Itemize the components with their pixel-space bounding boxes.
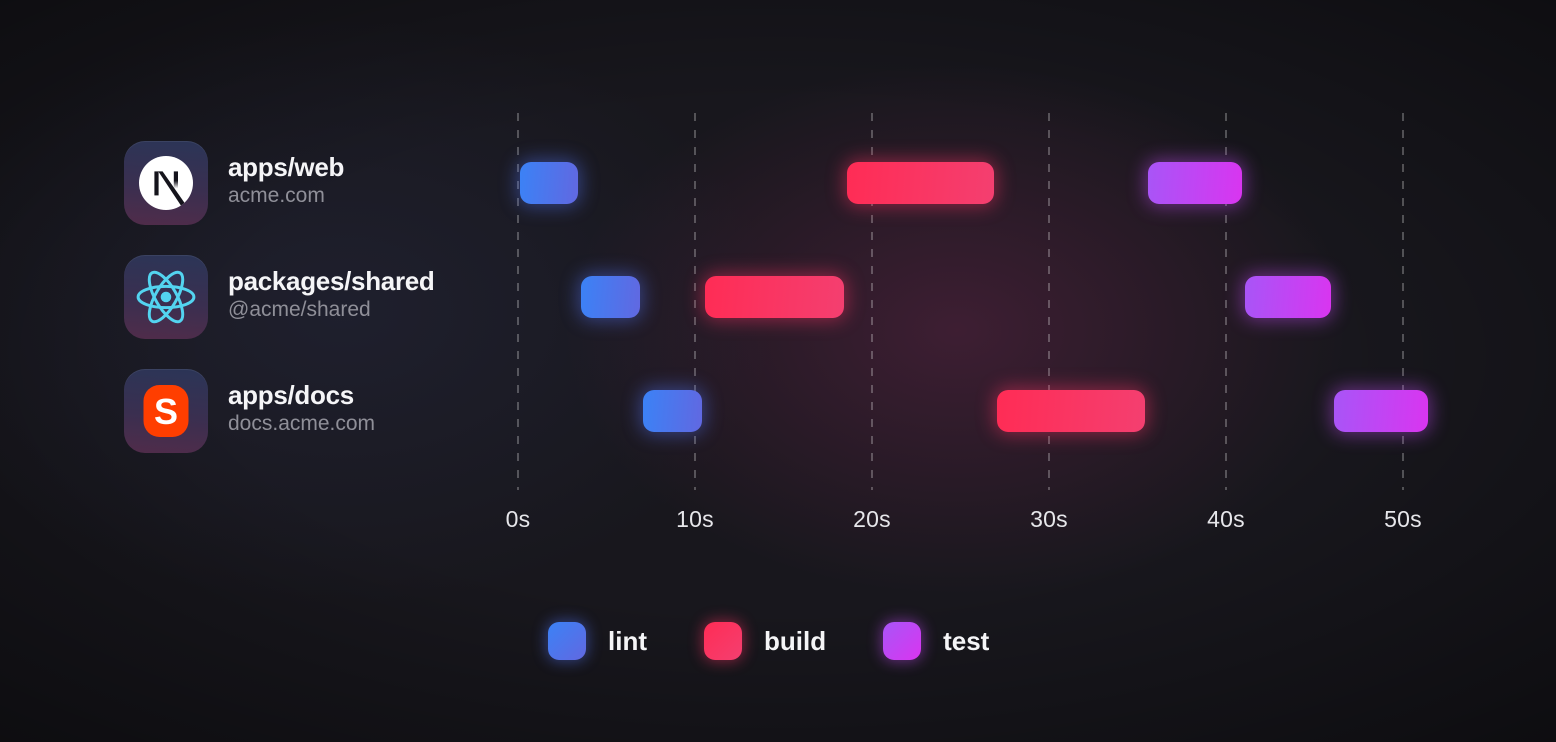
project-name: apps/docs xyxy=(228,380,354,410)
legend-item-test: test xyxy=(883,622,989,660)
project-icon-tile xyxy=(124,255,208,339)
project-icon-tile: S xyxy=(124,369,208,453)
axis-tick-label: 10s xyxy=(676,506,714,532)
legend-label: build xyxy=(764,625,827,656)
react-logo xyxy=(136,270,196,324)
gridline-20s xyxy=(871,113,873,490)
task-bar-test-apps-docs xyxy=(1333,390,1429,432)
legend-item-lint: lint xyxy=(548,622,647,660)
gridline-50s xyxy=(1402,113,1404,490)
axis-tick-label: 0s xyxy=(505,506,531,532)
gridline-30s xyxy=(1048,113,1050,490)
task-bar-build-apps-docs xyxy=(997,390,1145,432)
legend-swatch-lint xyxy=(548,622,586,660)
legend: lint build test xyxy=(548,622,989,660)
project-name: apps/web xyxy=(228,152,345,182)
svelte-logo: S xyxy=(143,385,189,437)
nextjs-logo xyxy=(139,156,193,210)
gridline-10s xyxy=(694,113,696,490)
legend-swatch-test xyxy=(883,622,922,660)
task-bar-test-packages-shared xyxy=(1245,276,1331,318)
legend-label: lint xyxy=(608,625,647,656)
task-bar-lint-packages-shared xyxy=(581,276,641,318)
legend-label: test xyxy=(943,625,990,656)
project-subtitle: acme.com xyxy=(228,184,325,207)
project-subtitle: docs.acme.com xyxy=(228,412,376,435)
axis-tick-label: 30s xyxy=(1030,506,1068,532)
project-name: packages/shared xyxy=(228,266,435,296)
task-bar-build-apps-web xyxy=(846,162,995,204)
gridline-0s xyxy=(517,113,519,490)
legend-item-build: build xyxy=(704,622,826,660)
task-bar-test-apps-web xyxy=(1147,162,1243,204)
svg-text:S: S xyxy=(154,391,178,432)
project-row-label: packages/shared @acme/shared xyxy=(228,266,435,323)
task-bar-build-packages-shared xyxy=(705,276,844,318)
task-bar-lint-apps-web xyxy=(519,162,579,204)
project-subtitle: @acme/shared xyxy=(228,298,371,321)
project-row-label: apps/web acme.com xyxy=(228,152,344,209)
project-icon-tile xyxy=(124,141,208,225)
axis-tick-label: 20s xyxy=(853,506,891,532)
task-bar-lint-apps-docs xyxy=(643,390,703,432)
gridline-40s xyxy=(1225,113,1227,490)
axis-tick-label: 50s xyxy=(1384,506,1422,532)
legend-swatch-build xyxy=(704,622,742,660)
project-row-label: apps/docs docs.acme.com xyxy=(228,380,375,437)
axis-tick-label: 40s xyxy=(1207,506,1245,532)
